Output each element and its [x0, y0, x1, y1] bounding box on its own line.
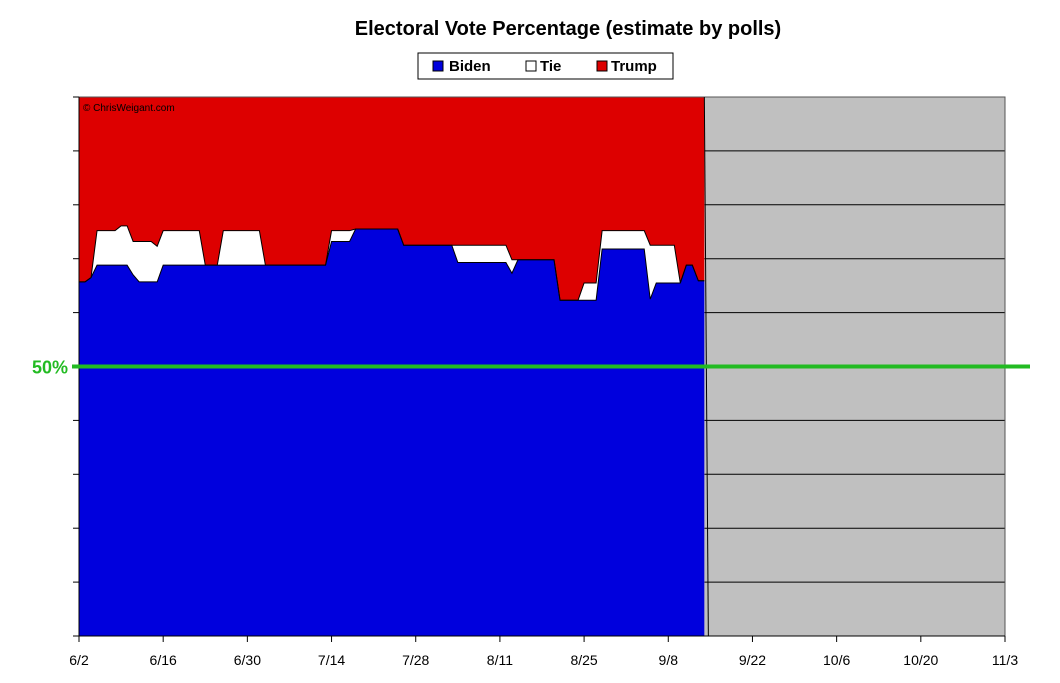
x-tick-label: 11/3 [992, 652, 1018, 668]
fifty-percent-label: 50% [32, 358, 68, 378]
chart-title: Electoral Vote Percentage (estimate by p… [355, 18, 781, 40]
biden-outline [79, 228, 705, 301]
x-tick-label: 6/30 [234, 652, 261, 668]
legend-swatch-tie [525, 60, 537, 72]
legend-label-tie: Tie [540, 58, 561, 75]
legend-box [417, 52, 674, 80]
x-tick-label: 7/28 [402, 652, 429, 668]
legend-swatch-trump [596, 60, 608, 72]
legend-swatch-biden [432, 60, 444, 72]
x-tick-label: 6/2 [69, 652, 89, 668]
x-tick-label: 10/6 [823, 652, 850, 668]
x-tick-label: 9/22 [739, 652, 766, 668]
x-tick-label: 7/14 [318, 652, 345, 668]
copyright-note: © ChrisWeigant.com [83, 103, 175, 114]
x-tick-label: 8/11 [487, 652, 513, 668]
legend-label-biden: Biden [449, 58, 491, 75]
x-tick-label: 6/16 [150, 652, 177, 668]
biden-area [79, 229, 705, 636]
x-tick-label: 8/25 [570, 652, 597, 668]
legend-label-trump: Trump [611, 58, 657, 75]
x-tick-label: 9/8 [659, 652, 679, 668]
gridlines [704, 150, 1005, 583]
legend: Biden Tie Trump [417, 52, 674, 80]
x-tick-label: 10/20 [903, 652, 938, 668]
